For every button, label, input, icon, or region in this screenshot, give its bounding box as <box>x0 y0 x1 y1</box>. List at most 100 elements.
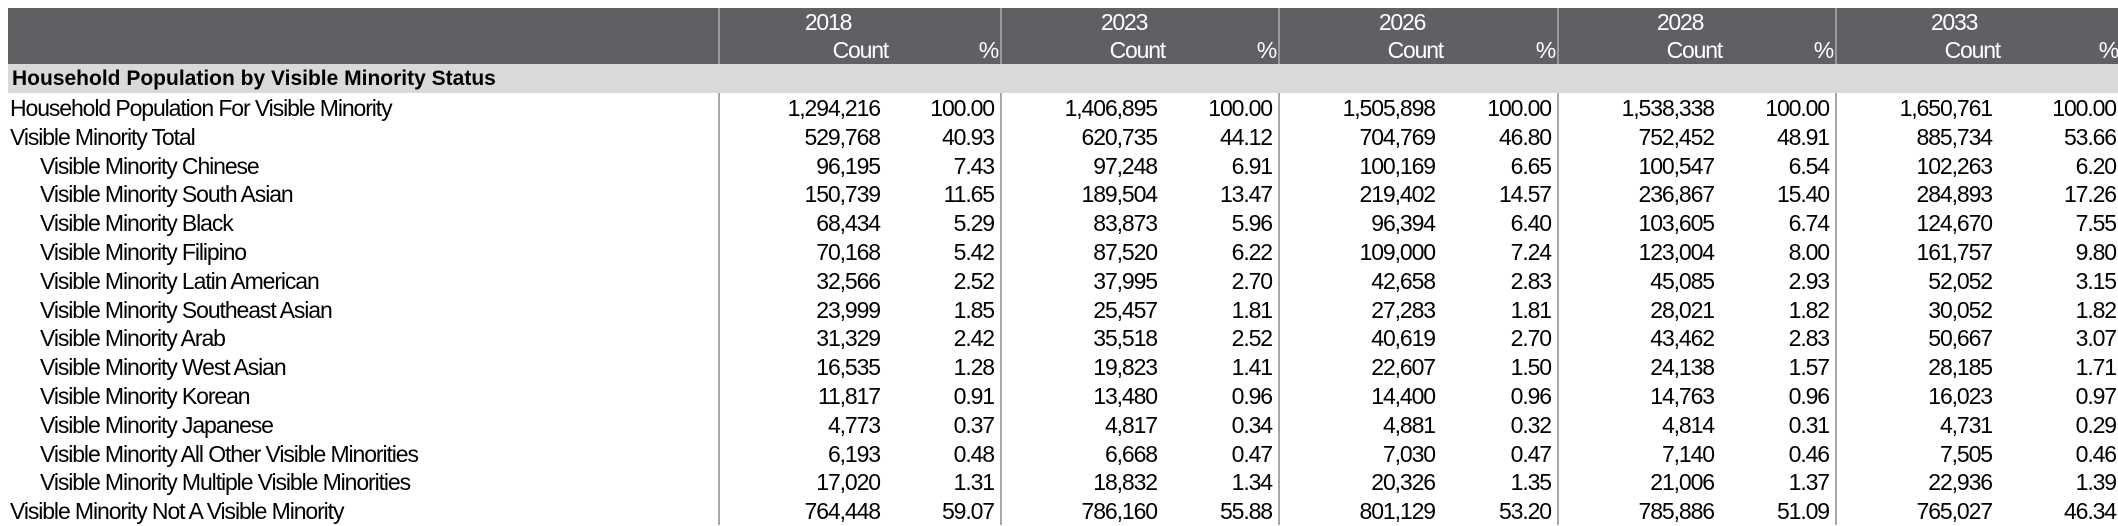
percent-cell: 44.12 <box>1219 123 1273 150</box>
percent-cell: 1.71 <box>2075 354 2117 381</box>
percent-cell: 1.82 <box>2075 296 2117 323</box>
count-cell: 4,814 <box>1661 411 1715 438</box>
count-cell: 103,605 <box>1638 210 1716 237</box>
count-cell: 96,195 <box>816 152 881 179</box>
count-cell: 25,457 <box>1093 296 1158 323</box>
row-label: Visible Minority Chinese <box>40 152 260 179</box>
percent-cell: 55.88 <box>1219 498 1273 525</box>
row-label: Visible Minority South Asian <box>40 181 294 208</box>
percent-cell: 0.31 <box>1788 411 1830 438</box>
percent-cell: 0.37 <box>953 411 995 438</box>
count-header-2028: Count <box>1666 37 1724 63</box>
count-cell: 32,566 <box>816 267 881 294</box>
count-cell: 219,402 <box>1359 181 1437 208</box>
percent-cell: 3.07 <box>2075 325 2117 352</box>
percent-cell: 100.00 <box>1208 95 1273 121</box>
count-cell: 7,505 <box>1939 440 1993 467</box>
count-header-2026: Count <box>1387 37 1445 63</box>
percent-cell: 1.28 <box>953 354 995 381</box>
table-row: Visible Minority Latin American 32,566 2.5… <box>0 267 2118 296</box>
percent-cell: 0.96 <box>1231 383 1273 409</box>
percent-cell: 2.93 <box>1788 267 1830 294</box>
row-label: Visible Minority All Other Visible Minor… <box>40 440 419 467</box>
percent-cell: 0.91 <box>953 383 995 409</box>
percent-cell: 40.93 <box>941 123 995 150</box>
count-cell: 620,735 <box>1081 123 1159 150</box>
row-label: Visible Minority Filipino <box>40 239 247 265</box>
percent-cell: 2.83 <box>1510 267 1552 294</box>
count-cell: 752,452 <box>1638 123 1716 150</box>
count-cell: 765,027 <box>1916 498 1994 525</box>
pct-header-2018: % <box>978 37 999 63</box>
percent-cell: 1.39 <box>2075 469 2117 496</box>
percent-cell: 0.47 <box>1510 440 1552 467</box>
percent-cell: 0.96 <box>1510 383 1552 409</box>
percent-cell: 6.20 <box>2075 152 2117 179</box>
percent-cell: 1.57 <box>1788 354 1830 381</box>
count-cell: 52,052 <box>1928 267 1993 294</box>
percent-cell: 14.57 <box>1498 181 1552 208</box>
count-cell: 14,400 <box>1371 383 1436 409</box>
percent-cell: 7.55 <box>2075 210 2117 237</box>
count-cell: 50,667 <box>1928 325 1993 352</box>
percent-cell: 48.91 <box>1776 123 1830 150</box>
count-cell: 30,052 <box>1928 296 1993 323</box>
row-label: Visible Minority Black <box>40 210 234 237</box>
count-header-2018: Count <box>832 37 890 63</box>
count-cell: 7,030 <box>1382 440 1436 467</box>
count-cell: 27,283 <box>1371 296 1436 323</box>
table-row: Visible Minority Filipino 70,168 5.42 87,52… <box>0 238 2118 267</box>
percent-cell: 0.47 <box>1231 440 1273 467</box>
count-header-2023: Count <box>1109 37 1167 63</box>
count-cell: 100,547 <box>1638 152 1716 179</box>
percent-cell: 1.37 <box>1788 469 1830 496</box>
table-row: Visible Minority Korean 11,817 0.91 13,480 0… <box>0 382 2118 411</box>
count-cell: 704,769 <box>1359 123 1437 150</box>
percent-cell: 9.80 <box>2075 239 2117 265</box>
percent-cell: 8.00 <box>1788 239 1830 265</box>
table-row: Visible Minority Not A Visible Minority 7… <box>0 497 2118 526</box>
column-separator <box>1557 93 1559 525</box>
count-cell: 161,757 <box>1916 239 1994 265</box>
percent-cell: 3.15 <box>2075 267 2117 294</box>
percent-cell: 2.42 <box>953 325 995 352</box>
year-header-2023: 2023 <box>1100 9 1149 35</box>
percent-cell: 1.81 <box>1231 296 1273 323</box>
count-cell: 764,448 <box>804 498 882 525</box>
percent-cell: 13.47 <box>1219 181 1273 208</box>
percent-cell: 46.34 <box>2063 498 2117 525</box>
percent-cell: 0.29 <box>2075 411 2117 438</box>
percent-cell: 1.81 <box>1510 296 1552 323</box>
count-cell: 35,518 <box>1093 325 1158 352</box>
count-cell: 19,823 <box>1093 354 1158 381</box>
pct-header-2033: % <box>2098 37 2118 63</box>
percent-cell: 7.43 <box>953 152 995 179</box>
column-separator <box>1835 93 1837 525</box>
count-cell: 68,434 <box>816 210 881 237</box>
percent-cell: 100.00 <box>930 95 995 121</box>
percent-cell: 1.82 <box>1788 296 1830 323</box>
column-separator <box>718 93 720 525</box>
count-cell: 284,893 <box>1916 181 1994 208</box>
count-cell: 4,817 <box>1104 411 1158 438</box>
count-cell: 785,886 <box>1638 498 1716 525</box>
percent-cell: 100.00 <box>1765 95 1830 121</box>
percent-cell: 2.70 <box>1231 267 1273 294</box>
percent-cell: 53.20 <box>1498 498 1552 525</box>
percent-cell: 0.48 <box>953 440 995 467</box>
row-label: Visible Minority Not A Visible Minority <box>10 498 344 525</box>
count-cell: 40,619 <box>1371 325 1436 352</box>
year-header-2033: 2033 <box>1930 9 1979 35</box>
count-cell: 1,650,761 <box>1899 95 1994 121</box>
percent-cell: 0.46 <box>2075 440 2117 467</box>
count-cell: 123,004 <box>1638 239 1716 265</box>
percent-cell: 6.22 <box>1231 239 1273 265</box>
table-row: Household Population For Visible Minorit… <box>0 94 2118 123</box>
table-row: Visible Minority Arab 31,329 2.42 35,518 2.5… <box>0 324 2118 353</box>
count-cell: 43,462 <box>1650 325 1715 352</box>
row-label: Visible Minority Korean <box>40 383 251 409</box>
count-cell: 189,504 <box>1081 181 1159 208</box>
table-row: Visible Minority Southeast Asian 23,999 1.… <box>0 296 2118 325</box>
percent-cell: 6.54 <box>1788 152 1830 179</box>
column-separator <box>1278 93 1280 525</box>
